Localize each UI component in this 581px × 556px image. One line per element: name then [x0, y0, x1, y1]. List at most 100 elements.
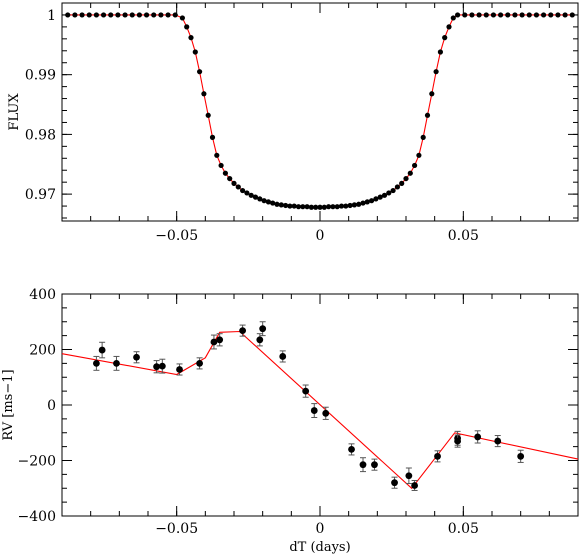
rv-point [494, 437, 502, 445]
rv-point-group [359, 457, 367, 473]
flux-point [442, 35, 448, 41]
flux-point [555, 12, 561, 18]
flux-point [377, 194, 383, 200]
rv-point-group [348, 443, 355, 456]
rv-point-group [98, 341, 106, 359]
flux-point [100, 12, 107, 18]
rv-ytick-label: 0 [47, 398, 56, 414]
rv-ytick-label: 200 [29, 343, 56, 359]
rv-point-group [196, 357, 204, 370]
flux-point [548, 12, 554, 18]
flux-ytick-label: 0.97 [25, 187, 56, 203]
flux-point [334, 204, 340, 210]
flux-point [151, 12, 157, 18]
flux-point [93, 12, 99, 18]
flux-point [399, 180, 405, 186]
flux-point [412, 162, 418, 169]
flux-point [295, 204, 302, 210]
flux-point [390, 187, 396, 194]
flux-ytick-label: 0.99 [25, 68, 56, 84]
rv-point [239, 327, 247, 335]
flux-point [136, 12, 142, 18]
flux-point [526, 12, 532, 18]
flux-point [108, 12, 114, 18]
flux-point [274, 201, 280, 207]
flux-point [205, 112, 211, 118]
flux-point [265, 199, 271, 205]
flux-point [158, 12, 164, 18]
flux-point [450, 15, 456, 21]
flux-point [569, 12, 575, 18]
flux-point [287, 203, 293, 209]
flux-point [313, 204, 319, 210]
rv-point-group [517, 449, 525, 463]
flux-point [188, 35, 194, 41]
rv-point-group [411, 479, 418, 491]
rv-point [196, 359, 204, 367]
flux-point [424, 112, 431, 118]
rv-point-group [391, 476, 398, 489]
rv-point [434, 452, 441, 460]
flux-point [429, 91, 435, 97]
flux-data-points [65, 12, 575, 210]
flux-point [129, 12, 135, 18]
rv-point-group [153, 360, 161, 374]
flux-point [115, 12, 121, 18]
rv-axis-ticks: −0.05 0 0.05 −400 −200 0 200 400 [18, 287, 578, 537]
flux-point [533, 12, 540, 18]
flux-point [541, 12, 547, 18]
flux-point [257, 196, 263, 202]
rv-point-group [454, 434, 461, 448]
flux-point [462, 12, 468, 18]
flux-point [172, 12, 178, 18]
flux-point [437, 49, 443, 55]
flux-point [218, 162, 224, 169]
rv-point-group [494, 435, 502, 448]
rv-xtick-label: −0.05 [155, 521, 198, 537]
flux-point [407, 170, 413, 176]
flux-point [143, 12, 150, 18]
flux-point [562, 12, 568, 18]
rv-point-group [93, 355, 100, 371]
rv-point [348, 446, 355, 453]
rv-point-group [259, 321, 267, 337]
flux-point [248, 192, 254, 198]
rv-point [405, 472, 413, 480]
rv-point [322, 409, 330, 417]
flux-point [347, 202, 353, 209]
flux-point [476, 12, 482, 18]
flux-point [235, 184, 241, 190]
flux-point [201, 91, 207, 97]
rv-point-group [256, 333, 264, 347]
rv-point-group [371, 458, 378, 471]
flux-point [308, 204, 314, 210]
rv-point [391, 479, 398, 487]
flux-point [179, 15, 185, 21]
flux-point [356, 201, 362, 207]
flux-point [209, 134, 216, 140]
rv-point [256, 336, 264, 344]
flux-point [222, 170, 228, 176]
rv-xtick-label: 0.05 [448, 521, 479, 537]
flux-point [65, 12, 71, 18]
flux-point [270, 200, 276, 206]
rv-point [158, 362, 166, 370]
flux-point [381, 192, 388, 198]
flux-point [373, 196, 379, 202]
flux-point [261, 198, 267, 204]
flux-point [512, 12, 518, 18]
flux-point [469, 12, 475, 18]
flux-point [122, 12, 128, 18]
rv-point-group [176, 363, 183, 376]
flux-point [283, 202, 289, 209]
rv-point-group [113, 355, 120, 371]
rv-point [93, 359, 100, 367]
flux-point [317, 204, 323, 210]
flux-point [498, 12, 504, 18]
flux-point [483, 12, 489, 18]
rv-point [411, 482, 418, 489]
flux-point [214, 152, 220, 158]
rv-model-line [61, 330, 579, 490]
flux-point [351, 202, 357, 208]
